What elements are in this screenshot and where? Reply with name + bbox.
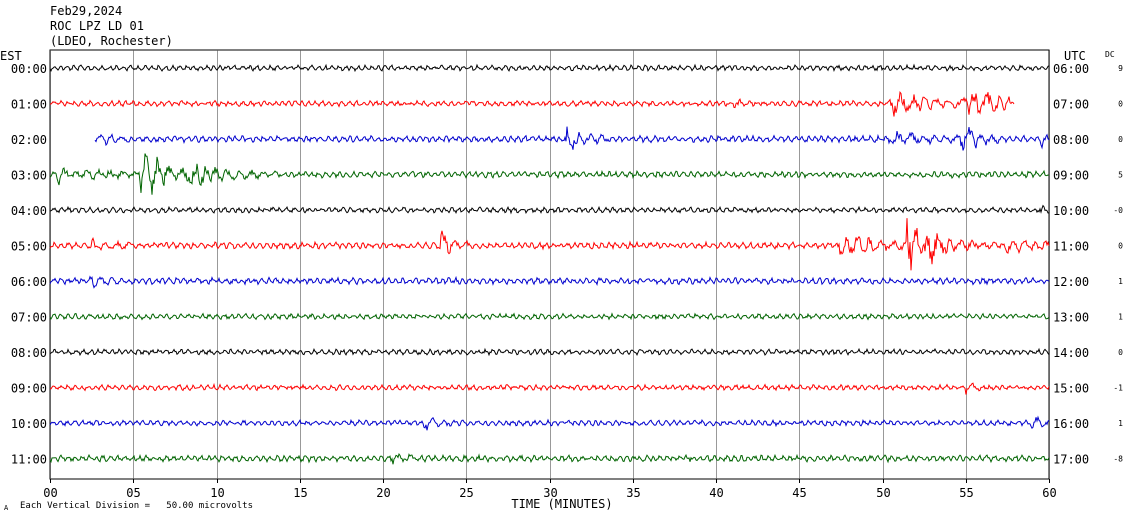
utc-hour-label: 13:00 [1053, 311, 1089, 325]
trace-0700 [49, 312, 1050, 321]
x-tick-label: 20 [376, 486, 390, 500]
est-hour-label: 02:00 [11, 133, 47, 147]
x-tick-label: 00 [43, 486, 57, 500]
dc-value: -0 [1113, 206, 1123, 215]
est-hour-label: 01:00 [11, 98, 47, 112]
dc-value: 0 [1118, 135, 1123, 144]
dc-value: 0 [1118, 242, 1123, 251]
est-hour-label: 06:00 [11, 275, 47, 289]
dc-value: -8 [1113, 455, 1123, 464]
footer-mark: A [4, 504, 9, 512]
est-hour-label: 05:00 [11, 240, 47, 254]
utc-hour-label: 16:00 [1053, 417, 1089, 431]
x-tick-label: 25 [459, 486, 473, 500]
seismogram-traces [49, 63, 1050, 465]
header-station: ROC LPZ LD 01 [50, 19, 144, 33]
trace-0400 [49, 204, 1050, 215]
x-tick-label: 35 [626, 486, 640, 500]
utc-hour-label: 09:00 [1053, 169, 1089, 183]
x-tick-label: 15 [293, 486, 307, 500]
trace-1100 [49, 453, 1050, 465]
dc-value: -1 [1113, 384, 1123, 393]
utc-hour-label: 12:00 [1053, 275, 1089, 289]
utc-hour-label: 14:00 [1053, 346, 1089, 360]
x-tick-label: 40 [709, 486, 723, 500]
trace-0600 [49, 275, 1050, 289]
utc-hour-label: 07:00 [1053, 98, 1089, 112]
utc-hour-label: 08:00 [1053, 133, 1089, 147]
dc-value: 5 [1118, 171, 1123, 180]
est-hour-label: 10:00 [11, 417, 47, 431]
trace-1000 [49, 415, 1050, 431]
x-tick-label: 45 [792, 486, 806, 500]
x-tick-label: 10 [210, 486, 224, 500]
dc-value: 1 [1118, 419, 1123, 428]
footer-note: Each Vertical Division = 50.00 microvolt… [20, 501, 253, 511]
trace-0300 [49, 153, 1050, 195]
est-hour-label: 00:00 [11, 62, 47, 76]
dc-value: 1 [1118, 277, 1123, 286]
est-hour-label: 08:00 [11, 346, 47, 360]
trace-0200 [94, 126, 1050, 151]
trace-0900 [49, 382, 1050, 395]
x-axis-title: TIME (MINUTES) [511, 497, 612, 511]
trace-0000 [49, 63, 1050, 73]
utc-hour-label: 06:00 [1053, 62, 1089, 76]
right-axis-label: UTC [1064, 49, 1086, 63]
est-hour-label: 07:00 [11, 311, 47, 325]
utc-hour-label: 10:00 [1053, 204, 1089, 218]
x-tick-label: 55 [959, 486, 973, 500]
header-date: Feb29,2024 [50, 4, 123, 18]
trace-0100 [49, 90, 1015, 117]
est-hour-label: 09:00 [11, 382, 47, 396]
dc-value: 0 [1118, 348, 1123, 357]
left-axis-label: EST [0, 49, 22, 63]
x-tick-label: 60 [1042, 486, 1056, 500]
est-hour-label: 11:00 [11, 453, 47, 467]
utc-hour-label: 11:00 [1053, 240, 1089, 254]
x-tick-label: 30 [543, 486, 557, 500]
est-hour-label: 04:00 [11, 204, 47, 218]
header-network: (LDEO, Rochester) [50, 34, 173, 48]
trace-0800 [49, 347, 1050, 357]
utc-hour-label: 15:00 [1053, 382, 1089, 396]
dc-value: 0 [1118, 100, 1123, 109]
x-tick-label: 50 [876, 486, 890, 500]
dc-value: 1 [1118, 313, 1123, 322]
x-tick-label: 05 [126, 486, 140, 500]
plot-frame [49, 49, 1050, 480]
chart-grid [49, 49, 1050, 483]
dc-value: 9 [1118, 64, 1123, 73]
est-hour-label: 03:00 [11, 169, 47, 183]
utc-hour-label: 17:00 [1053, 453, 1089, 467]
dc-label: DC [1105, 50, 1115, 59]
trace-0500 [49, 218, 1050, 271]
